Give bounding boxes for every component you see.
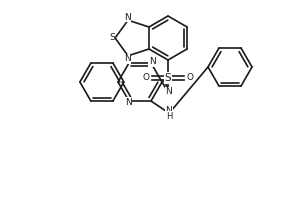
- Text: O: O: [187, 73, 194, 82]
- Text: N: N: [124, 54, 130, 63]
- Text: N: N: [148, 57, 155, 66]
- Text: H: H: [166, 112, 172, 121]
- Text: N: N: [124, 98, 131, 107]
- Text: O: O: [142, 73, 149, 82]
- Text: N: N: [166, 106, 172, 115]
- Text: N: N: [124, 13, 130, 22]
- Text: S: S: [109, 33, 115, 43]
- Text: N: N: [166, 88, 172, 97]
- Text: S: S: [165, 73, 171, 83]
